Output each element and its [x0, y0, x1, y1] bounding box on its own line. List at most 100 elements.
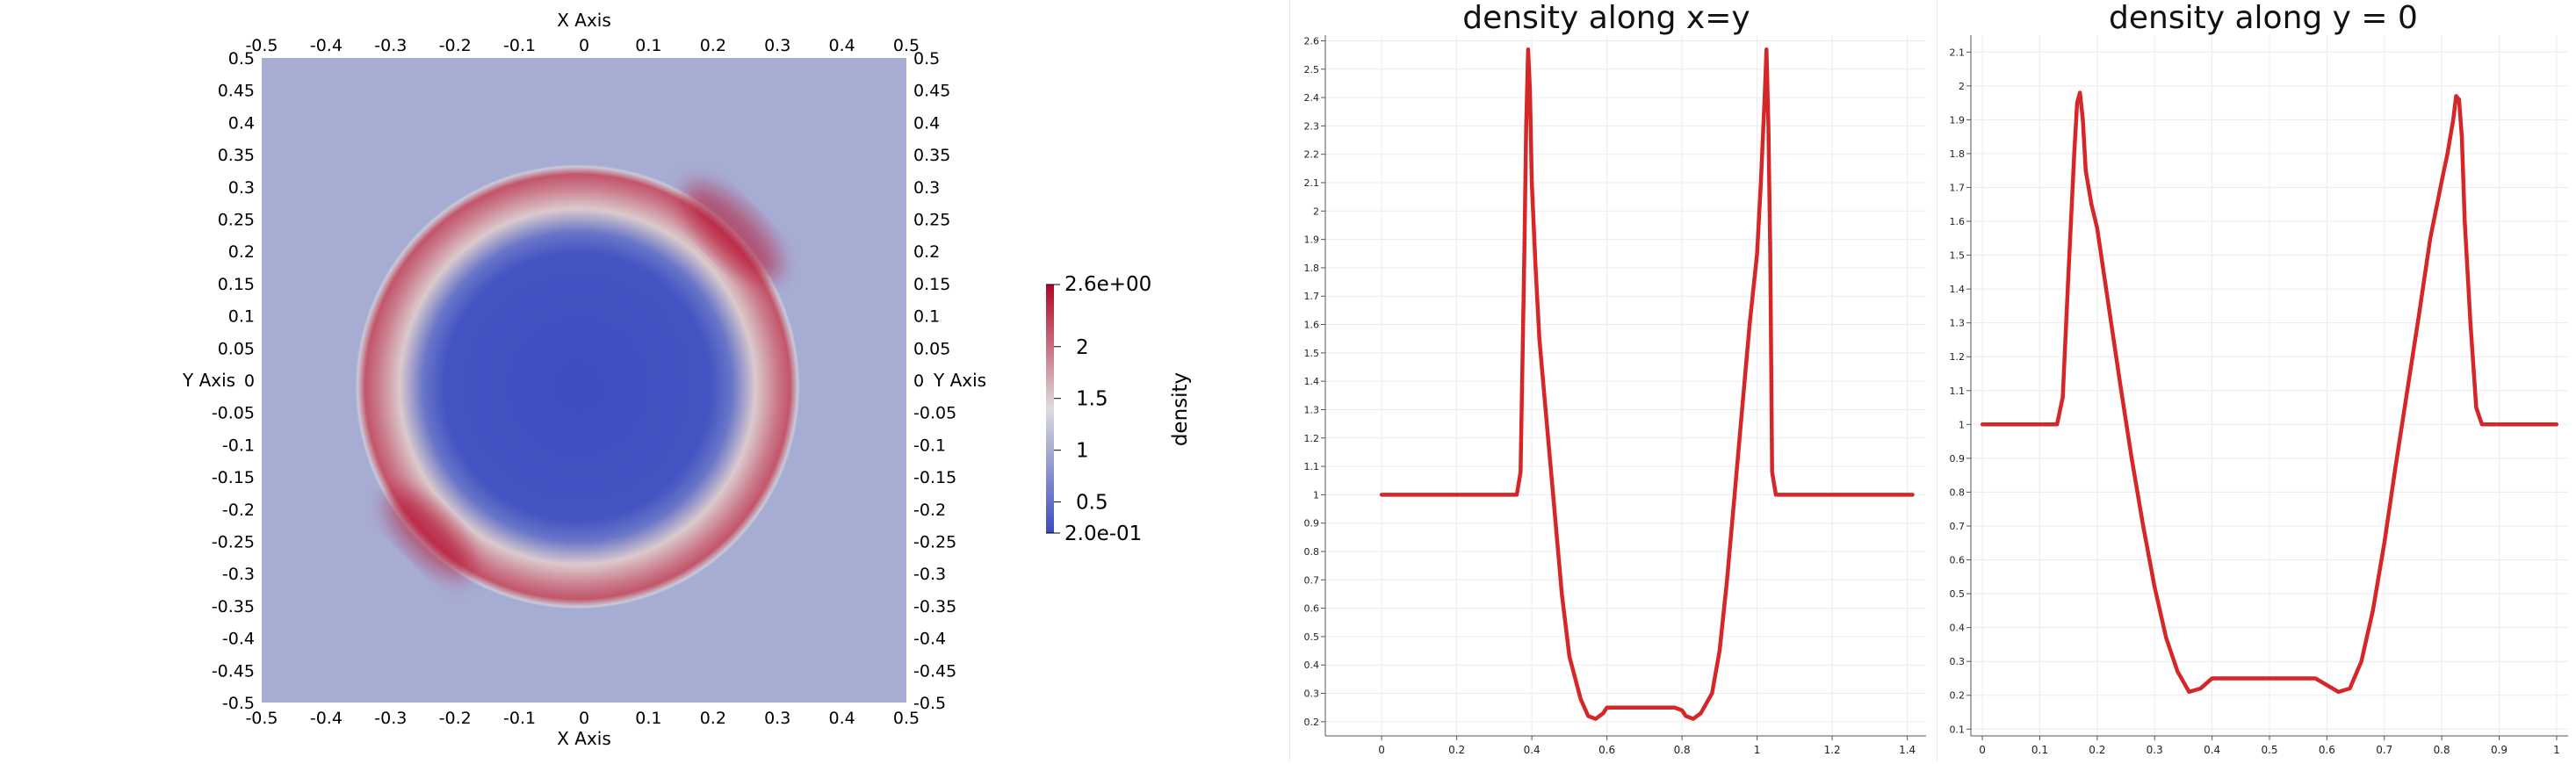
- y-tick-label-right: -0.4: [913, 630, 946, 649]
- x-tick-label-bottom: 0: [579, 709, 589, 728]
- colorbar-title: density: [1169, 372, 1192, 446]
- y-tick-label-left: 0.35: [218, 146, 255, 165]
- density-shell: [355, 164, 800, 609]
- y-tick-label: 1.3: [1304, 404, 1320, 415]
- x-tick-label-top: -0.4: [310, 36, 343, 55]
- y-tick-label-left: 0.1: [228, 307, 255, 327]
- x-axis-title-bottom: X Axis: [557, 728, 611, 749]
- x-tick-label-top: 0: [579, 36, 589, 55]
- y-tick-label: 2.1: [1950, 47, 1966, 58]
- y-tick-label-left: 0.45: [218, 82, 255, 101]
- y-tick-label-right: 0: [913, 371, 924, 391]
- x-tick-label-bottom: -0.3: [374, 709, 407, 728]
- colorbar-max-label: 2.6e+00: [1064, 273, 1151, 296]
- y-tick-label-left: 0.5: [228, 49, 255, 68]
- y-tick-label: 1.1: [1950, 386, 1966, 397]
- y-tick-label-right: -0.3: [913, 565, 946, 584]
- x-tick-label-bottom: 0.4: [828, 709, 855, 728]
- y-tick-label: 2: [1959, 81, 1965, 92]
- y-tick-label-left: -0.5: [222, 694, 255, 713]
- x-tick-label-bottom: 0.2: [700, 709, 726, 728]
- colorbar-min-label: 2.0e-01: [1064, 523, 1142, 545]
- density-heatmap-chart: -0.5-0.5-0.4-0.4-0.3-0.3-0.2-0.2-0.1-0.1…: [182, 10, 1192, 749]
- y-tick-label: 0.6: [1950, 555, 1966, 566]
- y-tick-label-left: 0.3: [228, 178, 255, 198]
- density-peak-lower-left: [386, 492, 473, 579]
- heatmap-field: [355, 164, 800, 609]
- y-tick-label: 1.7: [1304, 291, 1320, 302]
- x-tick-label: 0.3: [2147, 744, 2163, 756]
- x-tick-label: 0.2: [2089, 744, 2105, 756]
- colorbar-tick-label: 0.5: [1076, 492, 1108, 515]
- y-tick-label-right: -0.35: [913, 597, 956, 616]
- y-tick-label-left: 0.2: [228, 242, 255, 262]
- x-tick-label-bottom: 0.3: [764, 709, 790, 728]
- y-tick-label: 1.2: [1304, 433, 1320, 444]
- y-tick-label: 1.1: [1304, 461, 1320, 472]
- y-tick-label: 0.5: [1304, 631, 1320, 643]
- x-tick-label-top: -0.3: [374, 36, 407, 55]
- y-tick-label: 1.8: [1304, 263, 1320, 274]
- x-tick-label-bottom: -0.1: [503, 709, 536, 728]
- x-axis-title-top: X Axis: [557, 10, 611, 31]
- y-tick-label: 1.8: [1950, 148, 1966, 160]
- x-tick-label-bottom: -0.2: [439, 709, 472, 728]
- x-tick-label: 1.2: [1824, 744, 1841, 756]
- x-tick-label-top: 0.4: [828, 36, 855, 55]
- x-tick-label: 0.8: [2434, 744, 2450, 756]
- y-tick-label: 0.7: [1304, 574, 1320, 586]
- line-chart-panel-diagonal: density along x=y 0.2 0.3 0.4 0.5 0.6 0.7 0.8 0.…: [1289, 0, 1937, 760]
- y-tick-label: 0.6: [1304, 603, 1320, 615]
- y-tick-label: 1.3: [1950, 318, 1966, 329]
- x-tick-label: 0.2: [1448, 744, 1465, 756]
- y-tick-label-right: -0.5: [913, 694, 946, 713]
- x-tick-label: 0: [1378, 744, 1385, 756]
- y-tick-label-right: 0.15: [913, 275, 950, 294]
- y-tick-label-right: -0.45: [913, 661, 956, 681]
- x-tick-label: 0.6: [2319, 744, 2335, 756]
- x-tick-label-top: 0.2: [700, 36, 726, 55]
- x-tick-label: 0.1: [2031, 744, 2048, 756]
- y-tick-label: 0.3: [1304, 688, 1320, 700]
- density-peak-upper-right: [684, 184, 781, 280]
- x-tick-label-bottom: 0.1: [635, 709, 661, 728]
- y-tick-label: 0.3: [1950, 656, 1966, 667]
- y-tick-label: 2.5: [1304, 64, 1320, 76]
- y-tick-label: 0.8: [1304, 546, 1320, 558]
- y-tick-label: 1.6: [1304, 320, 1320, 331]
- y-tick-label-left: -0.3: [222, 565, 255, 584]
- density-horizontal-line-chart: density along y = 0 0.1 0.2 0.3 0.4 0.5 0.6 0.7…: [1950, 0, 2568, 756]
- y-tick-label-right: 0.05: [913, 339, 950, 358]
- y-tick-label-left: 0.15: [218, 275, 255, 294]
- y-tick-label: 0.4: [1304, 659, 1320, 671]
- y-tick-label: 1.6: [1950, 216, 1966, 227]
- y-tick-label-left: 0.25: [218, 211, 255, 230]
- y-tick-label: 2.3: [1304, 120, 1320, 132]
- y-tick-label: 1.7: [1950, 182, 1966, 193]
- x-tick-label-top: -0.1: [503, 36, 536, 55]
- x-tick-label: 0.7: [2376, 744, 2392, 756]
- y-tick-label-right: -0.2: [913, 501, 946, 520]
- x-tick-label-top: 0.5: [893, 36, 920, 55]
- density-series-line: [1980, 90, 2559, 695]
- y-tick-label-right: 0.5: [913, 49, 940, 68]
- chart-title: density along x=y: [1462, 0, 1750, 36]
- y-tick-label-right: 0.45: [913, 82, 950, 101]
- y-tick-label: 1: [1313, 489, 1319, 501]
- x-tick-label: 0.5: [2261, 744, 2277, 756]
- y-axis-title-left: Y Axis: [182, 370, 235, 391]
- y-tick-label: 1.5: [1304, 348, 1320, 359]
- y-tick-label-left: -0.45: [212, 661, 255, 681]
- y-tick-label: 2.6: [1304, 35, 1320, 47]
- y-tick-label: 0.8: [1950, 487, 1966, 498]
- line-chart-panel-horizontal: density along y = 0 0.1 0.2 0.3 0.4 0.5 0.6 0.7…: [1937, 0, 2576, 760]
- y-tick-label-right: 0.1: [913, 307, 940, 327]
- x-tick-label-bottom: -0.5: [245, 709, 278, 728]
- y-tick-label-left: -0.4: [222, 630, 255, 649]
- x-tick-label: 0.4: [2204, 744, 2220, 756]
- y-tick-label-left: -0.05: [212, 404, 255, 423]
- x-tick-label: 1: [2553, 744, 2560, 756]
- heatmap-panel: -0.5 -0.5 -0.4 -0.4 -0.3 -0.3 -0.2 -0.2 -0.1 -0.1…: [0, 0, 1282, 760]
- x-tick-label: 1.4: [1899, 744, 1916, 756]
- y-tick-label: 0.7: [1950, 521, 1966, 532]
